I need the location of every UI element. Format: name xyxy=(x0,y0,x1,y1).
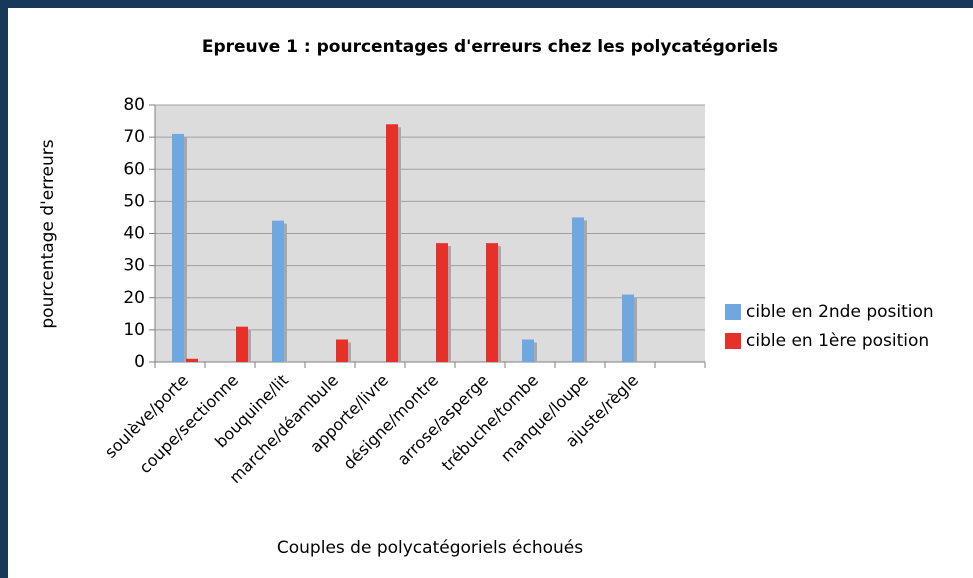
x-tick-label: arrose/asperge xyxy=(394,371,492,469)
y-tick-label: 0 xyxy=(134,352,145,372)
x-tick-label: soulève/porte xyxy=(101,371,192,462)
y-tick-label: 10 xyxy=(123,320,145,340)
bar xyxy=(272,220,284,362)
x-tick-label: manque/loupe xyxy=(497,371,592,466)
y-tick-label: 60 xyxy=(123,159,145,179)
bar xyxy=(186,358,198,362)
bar xyxy=(572,217,584,362)
y-tick-label: 70 xyxy=(123,127,145,147)
legend-label: cible en 2nde position xyxy=(746,302,934,322)
y-tick-label: 40 xyxy=(123,224,145,244)
bar xyxy=(236,326,248,362)
y-tick-label: 50 xyxy=(123,191,145,211)
bar xyxy=(336,339,348,362)
bar xyxy=(172,133,184,362)
legend-swatch xyxy=(725,304,741,320)
y-tick-label: 80 xyxy=(123,95,145,115)
bar xyxy=(622,294,634,362)
legend-swatch xyxy=(725,333,741,349)
legend-label: cible en 1ère position xyxy=(746,331,929,351)
bar xyxy=(386,124,398,363)
bar xyxy=(522,339,534,362)
y-tick-label: 30 xyxy=(123,256,145,276)
x-axis-label: Couples de polycatégoriels échoués xyxy=(277,538,583,558)
bar xyxy=(436,243,448,362)
chart-title: Epreuve 1 : pourcentages d'erreurs chez … xyxy=(202,37,778,57)
bar xyxy=(486,243,498,362)
y-axis-label: pourcentage d'erreurs xyxy=(38,139,58,328)
y-tick-label: 20 xyxy=(123,288,145,308)
